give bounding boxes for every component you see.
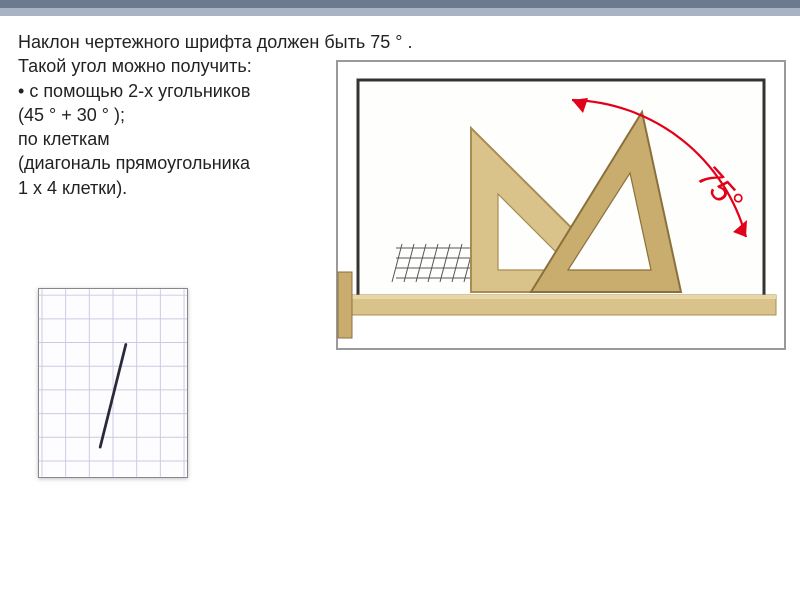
t-square-head <box>338 272 352 338</box>
grid-cell-figure <box>38 288 188 478</box>
t-square-highlight <box>346 295 776 299</box>
text-line-1: Наклон чертежного шрифта должен быть 75 … <box>18 30 782 54</box>
angle-construction-figure: 75° <box>336 60 786 350</box>
slide-top-border <box>0 0 800 16</box>
slide-top-border-inner <box>0 8 800 16</box>
